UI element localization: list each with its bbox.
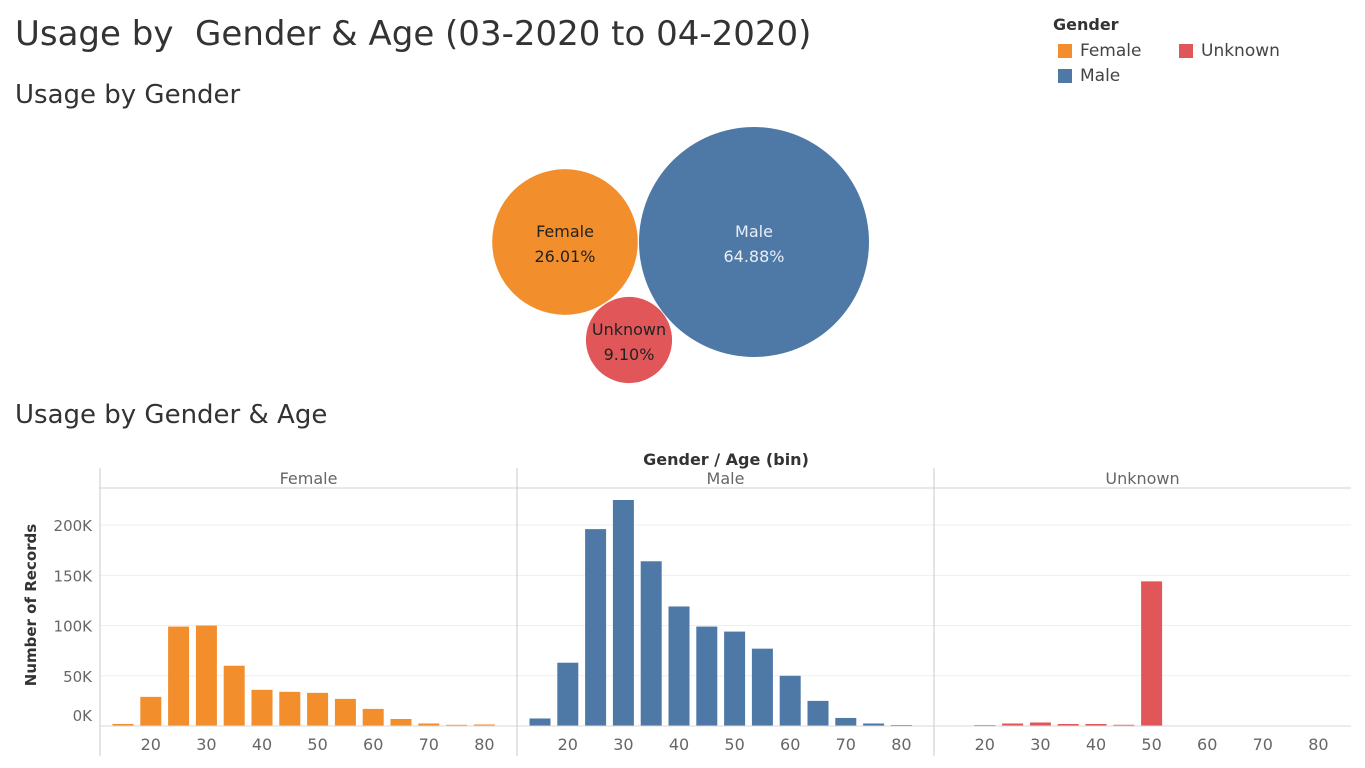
- bubble-female-label: Female: [536, 222, 594, 241]
- x-tick-label: 80: [1308, 735, 1328, 754]
- bubble-unknown-circle[interactable]: [585, 296, 673, 384]
- legend-item-male[interactable]: Male: [1058, 66, 1120, 86]
- bars: [112, 500, 1163, 726]
- bar-male-age-55[interactable]: [751, 648, 773, 726]
- bar-female-age-45[interactable]: [279, 691, 301, 726]
- bar-unknown-age-30[interactable]: [1029, 722, 1051, 726]
- bar-male-age-65[interactable]: [807, 700, 829, 726]
- y-tick-label: 100K: [54, 618, 94, 636]
- x-tick-label: 30: [1030, 735, 1050, 754]
- legend-item-unknown[interactable]: Unknown: [1179, 41, 1280, 61]
- x-tick-label: 20: [558, 735, 578, 754]
- bubble-chart-title: Usage by Gender: [15, 80, 241, 110]
- x-tick-label: 80: [891, 735, 911, 754]
- bar-female-age-35[interactable]: [223, 665, 245, 726]
- x-tick-label: 60: [1197, 735, 1217, 754]
- y-tick-label: 50K: [63, 668, 93, 686]
- bar-female-age-15[interactable]: [112, 723, 134, 726]
- bubble-male-label: Male: [735, 222, 773, 241]
- bar-female-age-50[interactable]: [307, 692, 329, 726]
- legend-label-unknown: Unknown: [1201, 41, 1280, 61]
- bubble-male-circle[interactable]: [639, 127, 869, 357]
- bar-male-age-50[interactable]: [724, 631, 746, 726]
- dashboard-title: Usage by Gender & Age (03-2020 to 04-202…: [15, 14, 812, 54]
- legend-swatch-unknown: [1179, 44, 1193, 58]
- panel-header-female: Female: [280, 469, 338, 488]
- x-tick-label: 30: [196, 735, 216, 754]
- axes: 0K 50K 100K 150K 200K Female 20 30 40 50 60 70 80 Mal…: [54, 468, 1351, 756]
- bubble-unknown-label: Unknown: [592, 320, 666, 339]
- bubble-male[interactable]: Male 64.88%: [639, 127, 869, 357]
- bar-unknown-age-35[interactable]: [1057, 723, 1079, 726]
- gender-age-bar-chart: Gender / Age (bin) Number of Records 0K 5…: [22, 450, 1351, 756]
- legend-item-female[interactable]: Female: [1058, 41, 1141, 61]
- x-tick-label: 20: [975, 735, 995, 754]
- bar-chart-header: Gender / Age (bin): [643, 450, 809, 469]
- x-tick-label: 40: [252, 735, 272, 754]
- y-tick-label: 150K: [54, 567, 94, 585]
- bar-unknown-age-25[interactable]: [1002, 723, 1024, 726]
- bubble-unknown-value: 9.10%: [604, 345, 655, 364]
- bar-female-age-60[interactable]: [362, 708, 384, 726]
- bar-male-age-70[interactable]: [835, 717, 857, 726]
- legend-label-male: Male: [1080, 66, 1121, 86]
- bar-male-age-20[interactable]: [557, 662, 579, 726]
- y-axis-label: Number of Records: [22, 524, 40, 687]
- bar-male-age-40[interactable]: [668, 606, 690, 726]
- x-tick-label: 50: [724, 735, 744, 754]
- bar-male-age-15[interactable]: [529, 718, 551, 726]
- panel-header-unknown: Unknown: [1105, 469, 1179, 488]
- x-tick-label: 40: [1086, 735, 1106, 754]
- bar-female-age-40[interactable]: [251, 689, 273, 726]
- bar-male-age-60[interactable]: [779, 675, 801, 726]
- bar-female-age-70[interactable]: [418, 723, 440, 726]
- bubble-female[interactable]: Female 26.01%: [492, 169, 638, 315]
- legend-swatch-female: [1058, 44, 1072, 58]
- bar-female-age-20[interactable]: [140, 696, 162, 726]
- bar-male-age-80[interactable]: [890, 724, 912, 726]
- bubble-female-circle[interactable]: [492, 169, 638, 315]
- bar-female-age-65[interactable]: [390, 718, 412, 726]
- legend-title: Gender: [1053, 15, 1119, 34]
- bar-male-age-45[interactable]: [696, 626, 718, 726]
- x-tick-label: 40: [669, 735, 689, 754]
- bubble-female-value: 26.01%: [534, 247, 595, 266]
- gender-legend[interactable]: Gender Female Unknown Male: [1053, 15, 1280, 86]
- x-tick-label: 80: [474, 735, 494, 754]
- x-tick-label: 70: [419, 735, 439, 754]
- x-tick-label: 50: [307, 735, 327, 754]
- bar-female-age-25[interactable]: [168, 626, 190, 726]
- legend-swatch-male: [1058, 69, 1072, 83]
- bar-unknown-age-50[interactable]: [1141, 581, 1163, 726]
- bar-female-age-75[interactable]: [446, 724, 468, 726]
- bubble-unknown[interactable]: Unknown 9.10%: [585, 296, 673, 384]
- x-tick-label: 60: [363, 735, 383, 754]
- y-tick-label: 0K: [73, 707, 94, 725]
- x-tick-label: 60: [780, 735, 800, 754]
- panel-header-male: Male: [707, 469, 745, 488]
- bar-male-age-75[interactable]: [863, 723, 885, 726]
- bar-female-age-55[interactable]: [334, 698, 356, 726]
- bar-female-age-80[interactable]: [473, 724, 495, 726]
- bar-unknown-age-40[interactable]: [1085, 723, 1107, 726]
- bar-male-age-30[interactable]: [612, 500, 634, 726]
- legend-label-female: Female: [1080, 41, 1142, 61]
- x-tick-label: 70: [1253, 735, 1273, 754]
- bar-unknown-age-45[interactable]: [1113, 724, 1135, 726]
- bar-male-age-35[interactable]: [640, 561, 662, 726]
- x-tick-label: 70: [836, 735, 856, 754]
- x-tick-label: 50: [1141, 735, 1161, 754]
- bubble-male-value: 64.88%: [723, 247, 784, 266]
- x-tick-label: 20: [141, 735, 161, 754]
- y-tick-label: 200K: [54, 517, 94, 535]
- x-tick-label: 30: [613, 735, 633, 754]
- bar-chart-title: Usage by Gender & Age: [15, 400, 328, 430]
- gender-bubble-chart: Female 26.01% Male 64.88% Unknown 9.10%: [492, 127, 869, 384]
- bar-male-age-25[interactable]: [585, 529, 607, 726]
- bar-female-age-30[interactable]: [195, 625, 217, 726]
